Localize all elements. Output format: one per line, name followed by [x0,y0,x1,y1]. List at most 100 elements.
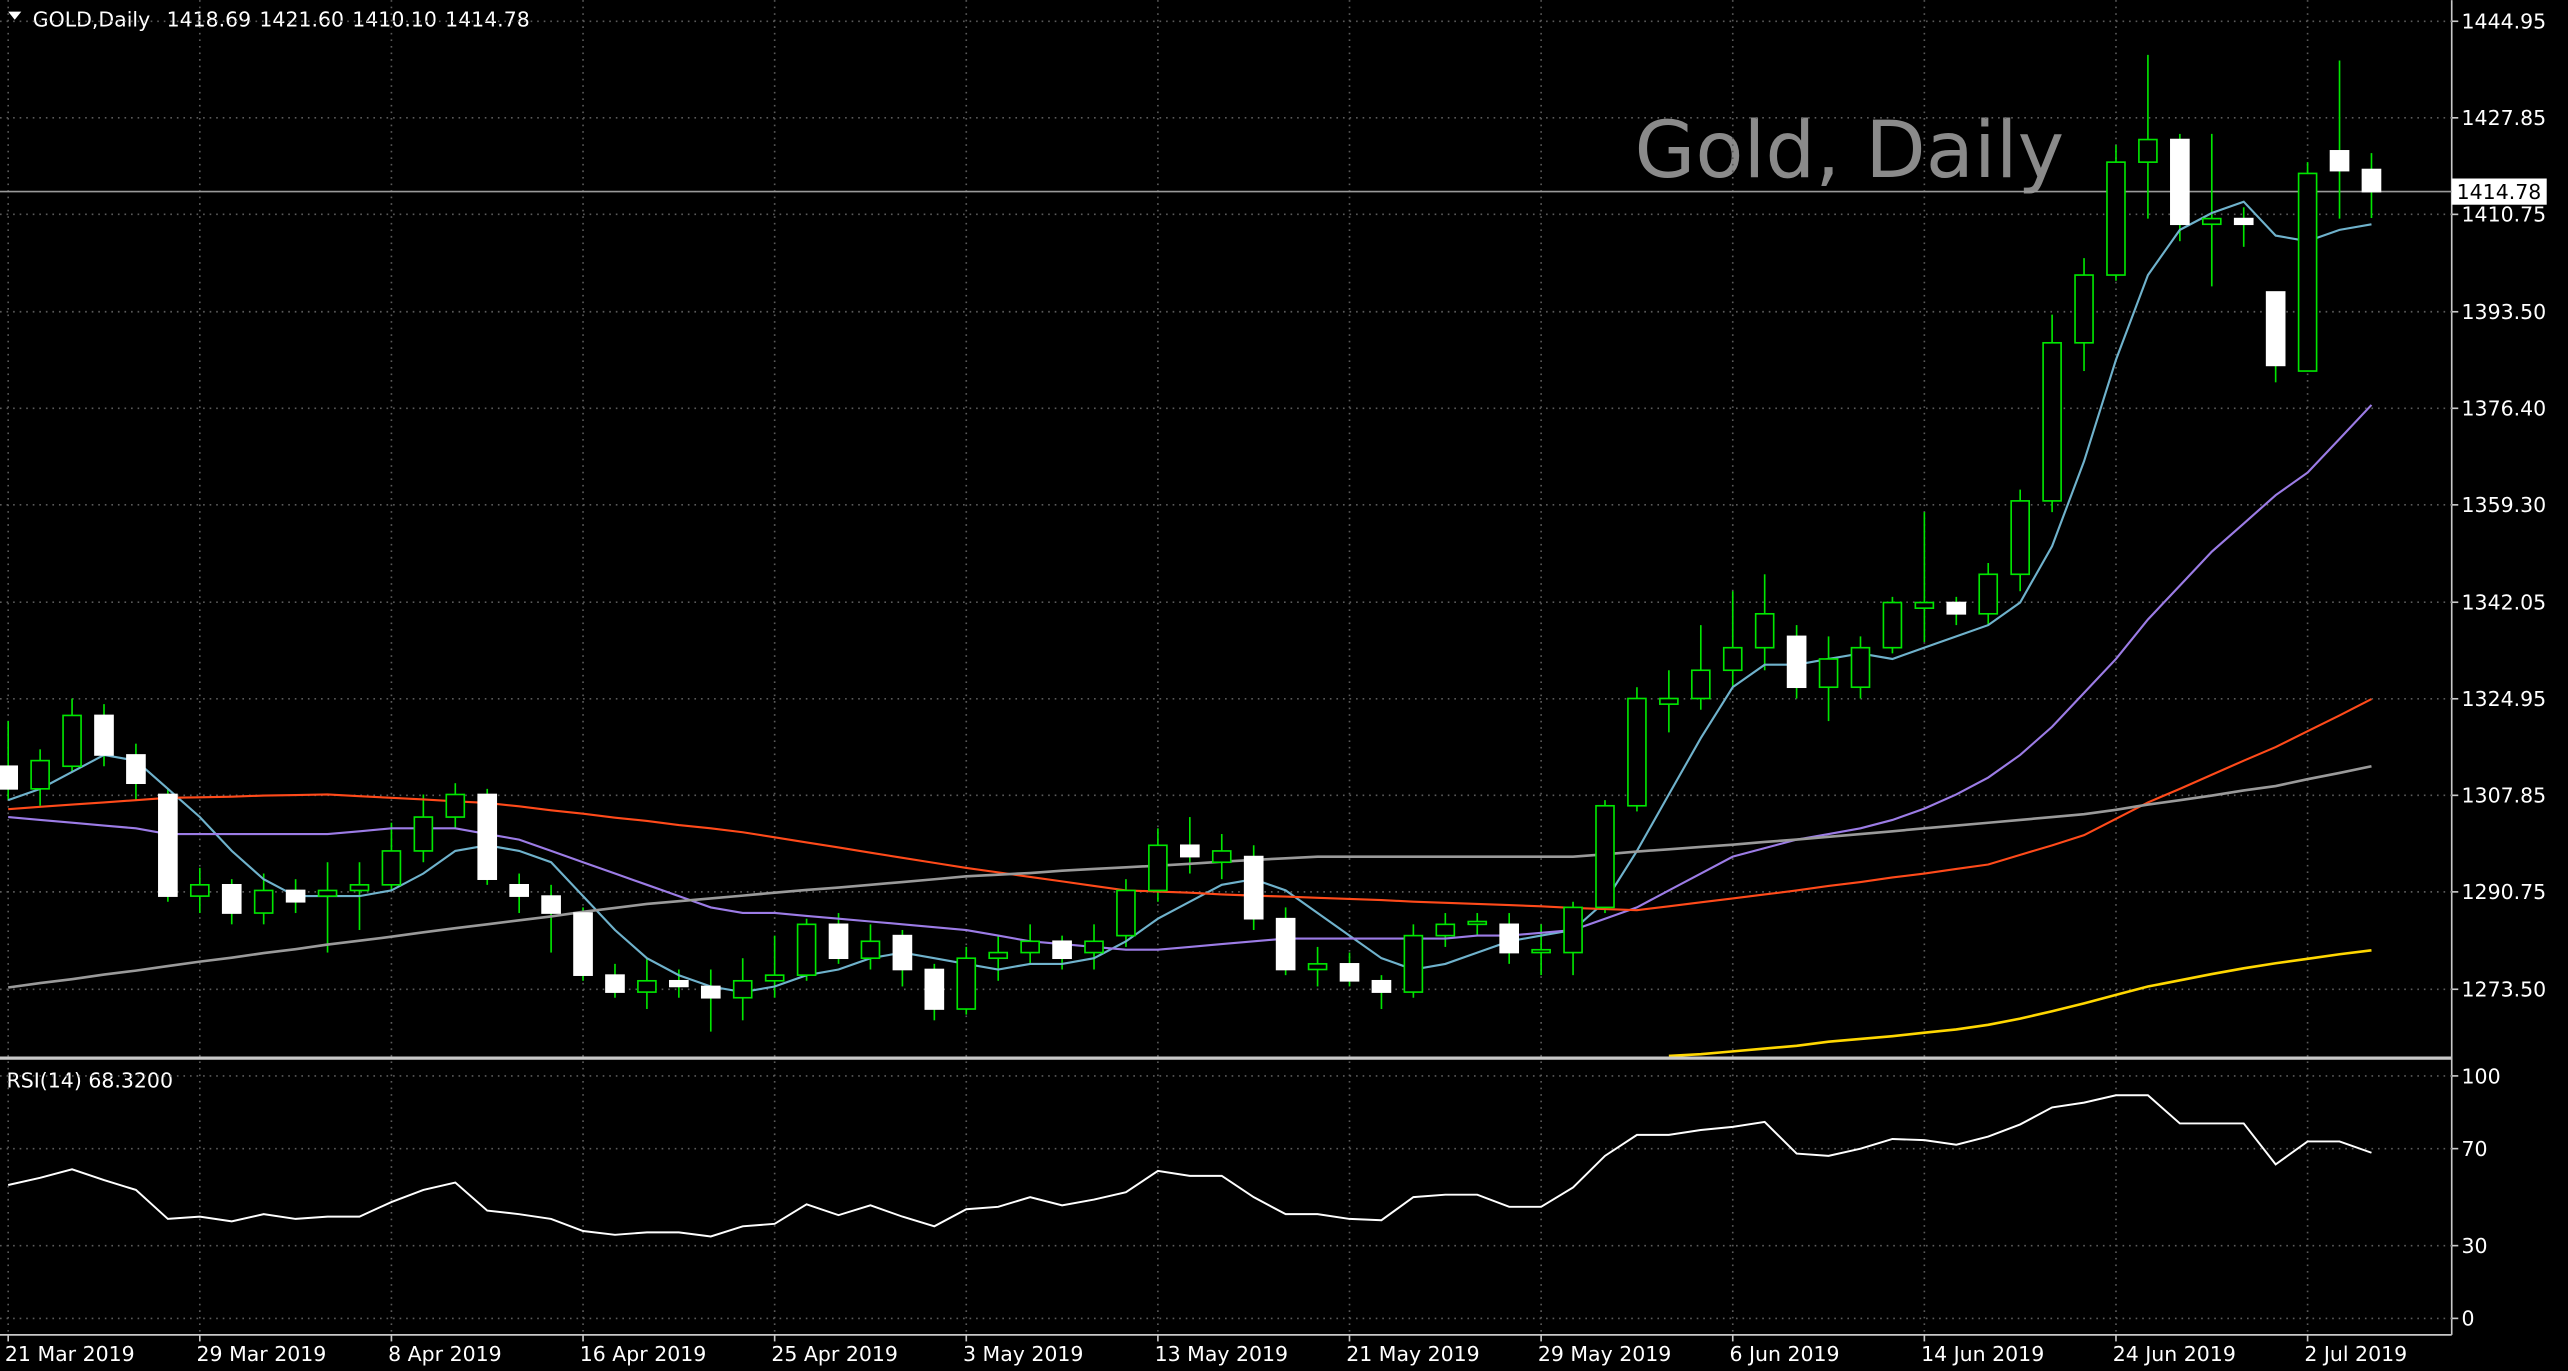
y-tick-label: 1427.85 [2462,106,2547,130]
y-tick-label: 1342.05 [2462,591,2547,615]
candle-body [1211,850,1232,864]
candle-body [1850,646,1871,689]
x-tick-label: 2 Jul 2019 [2304,1342,2407,1366]
moving-average-line [8,698,2372,912]
x-tick-label: 21 May 2019 [1346,1342,1479,1366]
indicator-y-tick-label: 30 [2462,1234,2488,1258]
x-tick-label: 3 May 2019 [963,1342,1083,1366]
x-tick-label: 25 Apr 2019 [771,1342,898,1366]
candle-body [669,979,689,988]
candle-body [1818,658,1839,689]
candle-body [1978,573,1999,615]
current-price-box [2451,178,2547,205]
candle-body [1467,920,1488,926]
indicator-y-tick-label: 70 [2462,1137,2488,1161]
candle-body [94,714,114,756]
indicator-line [7,1094,2372,1238]
candle-body [541,895,561,914]
candle-body [764,974,785,982]
x-tick-label: 8 Apr 2019 [388,1342,502,1366]
candle-body [1403,934,1424,993]
candle-body [477,793,498,880]
moving-average-line [7,200,2372,994]
candle-body [1148,844,1168,892]
candle-body [2170,138,2190,226]
moving-average-line [8,764,2372,989]
header-value: 1410.10 [352,7,437,31]
candle-body [1627,697,1647,807]
candle-body [2265,291,2286,367]
candle-body [317,889,338,897]
x-tick-label: 29 Mar 2019 [197,1342,327,1366]
y-tick-label: 1410.75 [2462,203,2547,227]
x-tick-label: 16 Apr 2019 [580,1342,707,1366]
candle-body [892,934,913,971]
candle-body [1659,697,1679,705]
candle-body [285,889,306,903]
header-value: 1418.69 [167,7,252,31]
candle-body [158,793,178,897]
candle-body [381,850,402,886]
indicator-y-tick-label: 0 [2462,1307,2475,1331]
header-value: 1421.60 [259,7,344,31]
candle-body [2074,274,2094,344]
current-price-label: 1414.78 [2457,180,2542,204]
candle-body [828,923,849,960]
candle-body [2138,138,2158,163]
candle-body [573,912,593,976]
x-tick-label: 21 Mar 2019 [5,1342,135,1366]
candle-body [2297,172,2318,372]
candle-body [1339,963,1360,982]
candle-body [1371,979,1392,993]
y-tick-label: 1290.75 [2462,880,2547,904]
y-tick-label: 1444.95 [2462,10,2547,34]
candle-body [1946,601,1967,615]
y-tick-label: 1324.95 [2462,687,2547,711]
candle-body [62,714,82,768]
candle-body [2010,500,2030,576]
watermark-title: Gold, Daily [1634,104,2064,196]
candle-body [253,889,274,914]
header: GOLD,Daily 1418.69 1421.60 1410.10 1414.78 [33,7,530,31]
candle-body [1180,844,1200,858]
candle-body [2201,217,2222,226]
x-tick-label: 29 May 2019 [1538,1342,1671,1366]
x-tick-label: 6 Jun 2019 [1729,1342,1839,1366]
candle-body [1563,906,1583,954]
candle-body [509,883,529,897]
candle-body [1116,889,1136,937]
candle-body [605,974,625,993]
candle-body [1786,635,1807,689]
candle-body [1690,669,1711,700]
candle-body [2329,150,2350,172]
candle-body [221,883,242,914]
candle-body [445,793,466,818]
x-tick-label: 13 May 2019 [1155,1342,1288,1366]
candle-body [1722,646,1743,672]
candle-body [1275,917,1296,971]
candle-body [1754,612,1775,649]
candle-body [1020,940,1040,954]
candle-body [732,979,753,999]
candle-body [1914,601,1935,609]
candle-body [796,923,817,976]
candle-body [1307,963,1328,971]
moving-average-line [1668,949,2372,1057]
candle-body [956,957,977,1010]
y-tick-label: 1273.50 [2462,978,2547,1002]
candle-body [1052,940,1072,960]
candle-body [1595,804,1615,909]
candle-body [637,979,657,993]
candle-body [700,985,721,999]
candle-body [2233,217,2254,226]
candle-body [30,759,50,790]
candle-body [189,883,210,897]
candle-body [1435,923,1456,937]
header-value: 1414.78 [445,7,530,31]
x-tick-label: 14 Jun 2019 [1921,1342,2044,1366]
y-tick-label: 1359.30 [2462,493,2547,517]
x-tick-label: 24 Jun 2019 [2113,1342,2236,1366]
candle-body [1243,855,1264,920]
